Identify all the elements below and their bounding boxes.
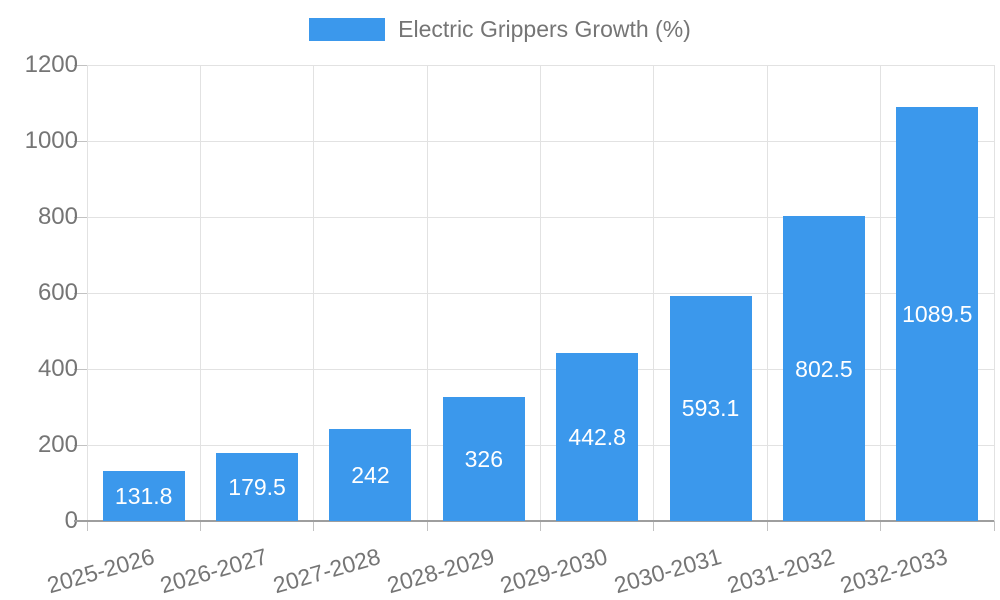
bar [329, 429, 412, 521]
y-axis-tick [74, 368, 87, 370]
y-axis-label: 0 [64, 507, 78, 534]
bar-value-label: 326 [464, 446, 503, 473]
x-axis-tick [426, 521, 428, 531]
bar [896, 106, 979, 521]
bar-value-label: 442.8 [568, 423, 626, 450]
bar-value-label: 1089.5 [902, 300, 973, 327]
x-axis-baseline [74, 520, 994, 522]
gridline-vertical [199, 65, 201, 521]
y-axis-label: 1000 [24, 127, 78, 154]
gridline-vertical [313, 65, 315, 521]
bar [556, 352, 639, 521]
y-axis-label: 800 [37, 203, 78, 230]
x-axis-tick [880, 521, 882, 531]
y-axis-tick [74, 444, 87, 446]
y-axis-tick [74, 140, 87, 142]
x-axis-tick [766, 521, 768, 531]
y-axis-tick [74, 216, 87, 218]
y-axis-label: 600 [37, 279, 78, 306]
x-axis-tick [993, 521, 995, 531]
bar [782, 216, 865, 521]
gridline-vertical [993, 65, 995, 521]
legend-label: Electric Grippers Growth (%) [398, 16, 691, 42]
x-axis-tick [653, 521, 655, 531]
y-axis-tick [74, 64, 87, 66]
bar-value-label: 131.8 [114, 482, 173, 509]
y-axis-tick [74, 292, 87, 294]
x-axis-tick [313, 521, 315, 531]
x-axis-tick [540, 521, 541, 531]
legend-swatch [309, 17, 386, 41]
x-axis-tick [86, 521, 88, 531]
bar [102, 470, 185, 521]
gridline-vertical [426, 65, 428, 521]
bar-value-label: 179.5 [228, 473, 286, 500]
gridline-vertical [653, 65, 655, 521]
bar [216, 452, 299, 521]
bar [442, 397, 525, 521]
bar-value-label: 242 [351, 462, 390, 489]
bar [669, 295, 752, 521]
bar-value-label: 593.1 [681, 395, 740, 422]
gridline-vertical [540, 65, 541, 521]
x-axis-tick [199, 521, 201, 531]
gridline-vertical [880, 65, 882, 521]
bar-value-label: 802.5 [795, 355, 853, 382]
y-axis-label: 200 [37, 431, 78, 458]
y-axis-label: 400 [37, 355, 78, 382]
legend[interactable]: Electric Grippers Growth (%) [0, 16, 1000, 42]
gridline-vertical [766, 65, 768, 521]
y-axis-label: 1200 [24, 51, 78, 78]
gridline-vertical [86, 65, 88, 521]
